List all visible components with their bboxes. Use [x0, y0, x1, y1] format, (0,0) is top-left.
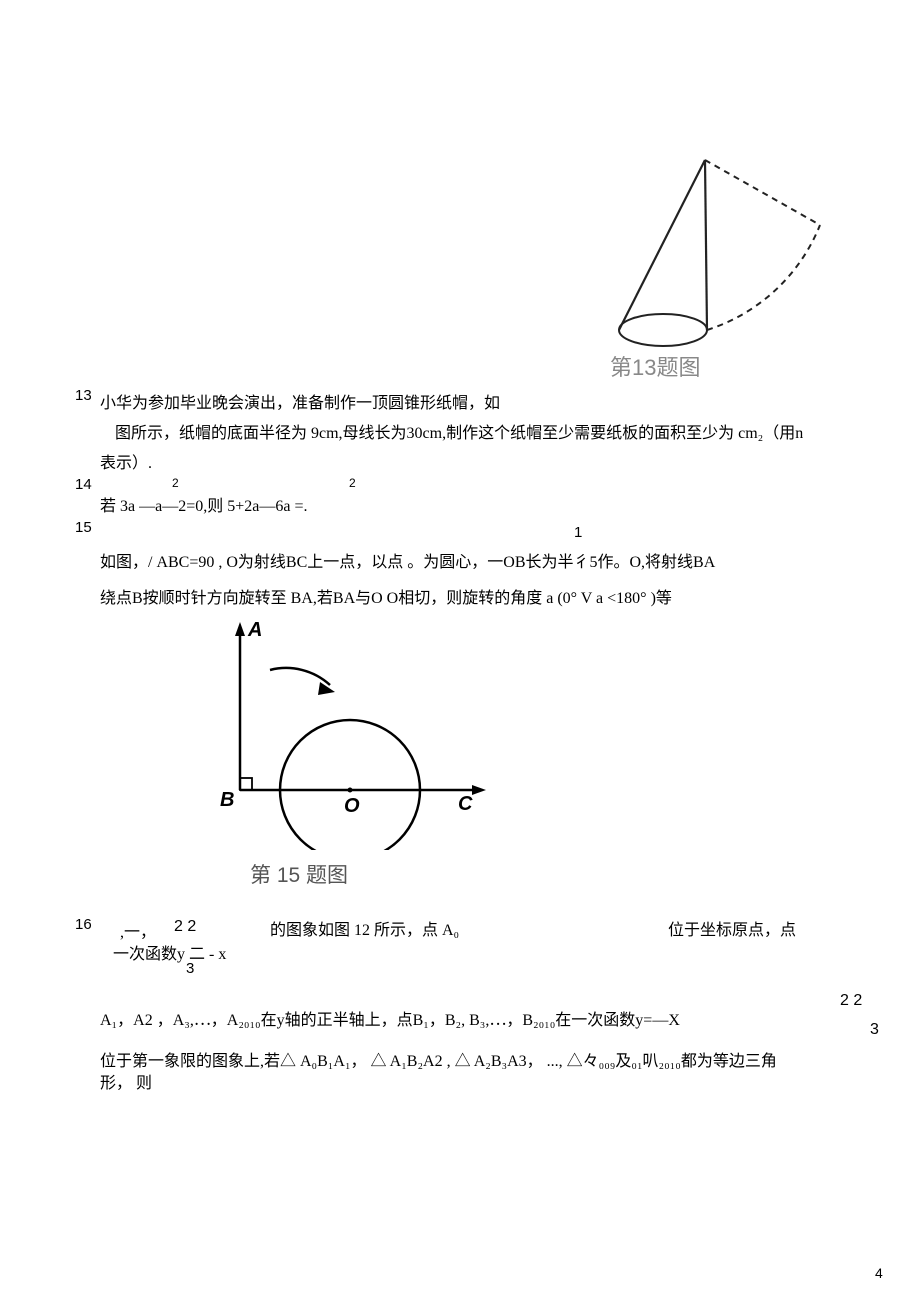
svg-text:C: C [458, 793, 473, 815]
q16-line2a: A₁，A2 ，A₃,⋯，A₂₀₁₀在y轴的正半轴上，点B₁，B₂, B₃,⋯，B… [100, 1006, 680, 1030]
q16-frag5: 3 [186, 960, 194, 977]
q13-text-line1: 小华为参加毕业晚会演出，准备制作一顶圆锥形纸帽，如 [100, 389, 500, 413]
svg-text:O: O [344, 795, 360, 817]
page-number: 4 [875, 1265, 883, 1281]
q16-frag1b: 2 2 [174, 918, 196, 936]
q16-line3: 位于第一象限的图象上,若△ A₀B₁A₁， △ A₁B₂A2 , △ A₂B₃A… [100, 1047, 777, 1071]
q16-line4: 形， 则 [100, 1069, 152, 1093]
q14-text: 若 3a —a—2=0,则 5+2a—6a =. [100, 492, 307, 516]
q16-number: 16 [75, 916, 92, 933]
q13-text-line2: 图所示，纸帽的底面半径为 9cm,母线长为30cm,制作这个纸帽至少需要纸板的面… [115, 419, 803, 443]
q15-fraction-numerator: 1 [574, 524, 582, 541]
q16-line2-right2: 3 [870, 1021, 879, 1039]
q16-line2-right1: 2 2 [840, 992, 862, 1010]
q15-text-line1: 如图，/ ABC=90 , O为射线BC上一点，以点 。为圆心，一OB长为半彳5… [100, 548, 715, 572]
q16-frag4: 一次函数y 二 - x [113, 940, 226, 964]
q14-superscript-2: 2 [349, 476, 356, 490]
cone-diagram [565, 110, 845, 390]
circle-caption: 第 15 题图 [250, 859, 348, 889]
q13-text-line3: 表示）. [100, 449, 152, 473]
svg-text:A: A [247, 619, 262, 641]
cone-caption: 第13题图 [610, 350, 700, 382]
svg-text:B: B [220, 789, 234, 811]
q13-number: 13 [75, 387, 92, 404]
q14-number: 14 [75, 476, 92, 493]
circle-diagram: A B O C [200, 610, 500, 850]
q15-text-line2: 绕点B按顺时针方向旋转至 BA,若BA与O O相切，则旋转的角度 a (0° V… [100, 584, 672, 608]
q16-frag1: ,一， [120, 918, 156, 942]
q16-frag3: 位于坐标原点，点 [668, 916, 796, 940]
q15-number: 15 [75, 519, 92, 536]
q14-superscript-1: 2 [172, 476, 179, 490]
q16-frag2: 的图象如图 12 所示，点 A₀ [270, 916, 459, 940]
